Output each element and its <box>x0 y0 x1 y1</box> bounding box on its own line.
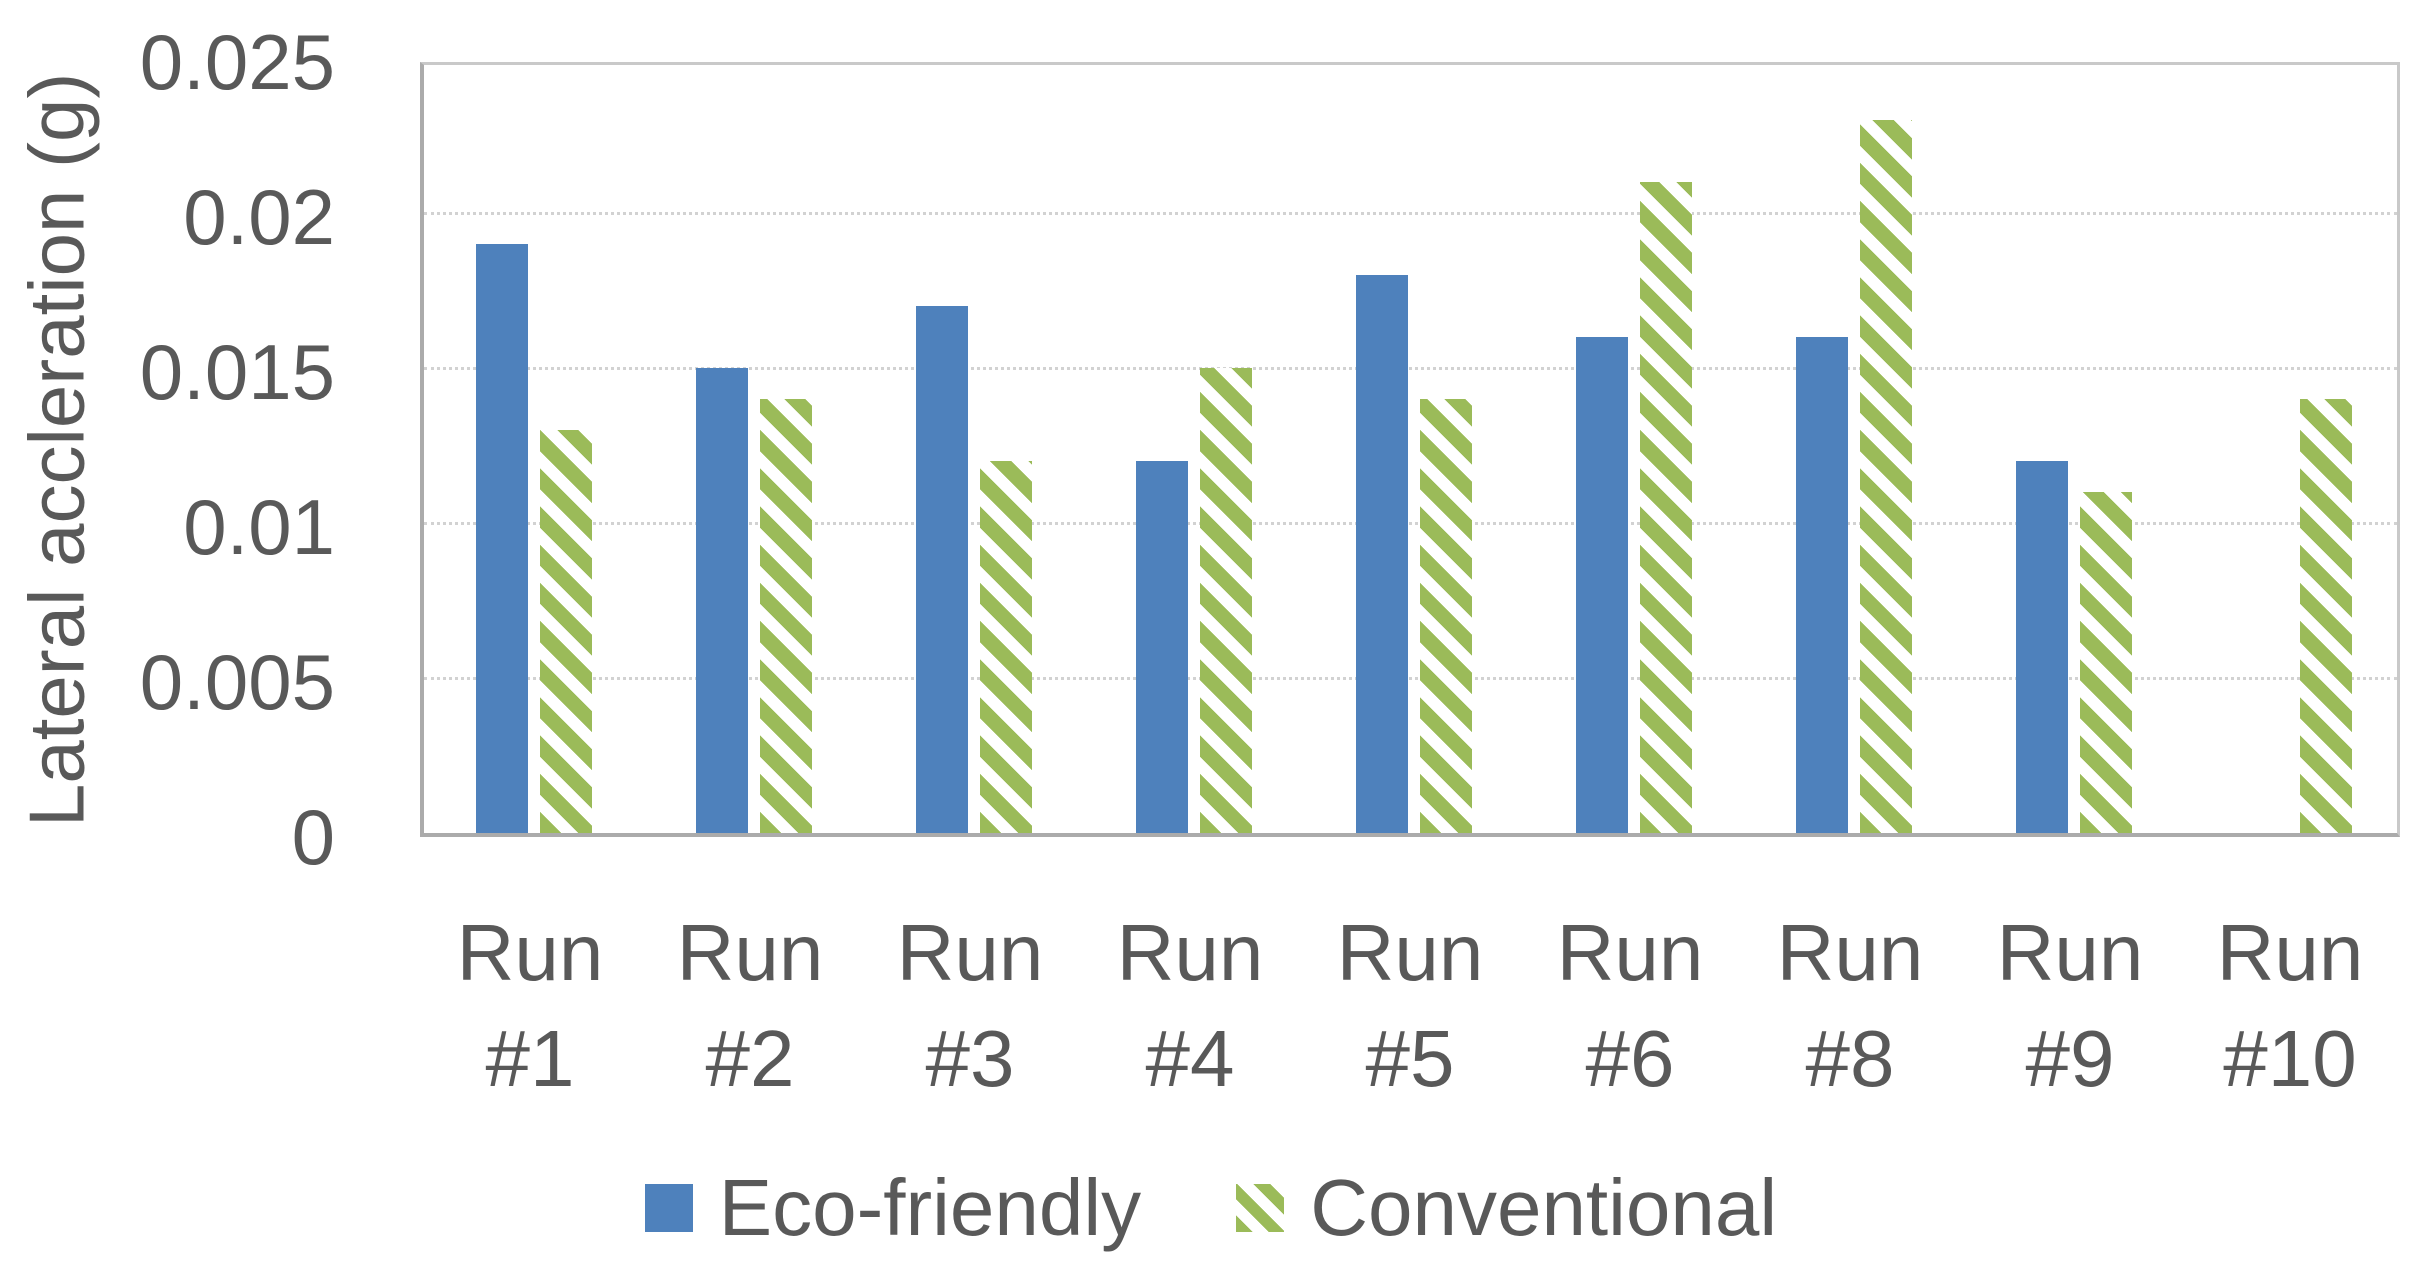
x-category-label: Run #10 <box>2180 900 2400 1112</box>
bar-conventional <box>1860 120 1912 833</box>
gridline <box>424 677 2397 680</box>
x-category-label-line: #9 <box>2025 1014 2115 1103</box>
x-category-label: Run #6 <box>1520 900 1740 1112</box>
x-category-label-line: #3 <box>925 1014 1015 1103</box>
x-category-label-line: Run <box>1116 908 1264 997</box>
x-category-label: Run #1 <box>420 900 640 1112</box>
bar-eco-friendly <box>2016 461 2068 833</box>
bar-conventional <box>1640 182 1692 833</box>
x-category-label-line: Run <box>1996 908 2144 997</box>
y-tick-label: 0.005 <box>139 638 335 726</box>
x-category-label-line: Run <box>2216 908 2364 997</box>
bar-conventional <box>540 430 592 833</box>
bar-eco-friendly <box>1576 337 1628 833</box>
gridline <box>424 522 2397 525</box>
x-category-label: Run #5 <box>1300 900 1520 1112</box>
bar-eco-friendly <box>696 368 748 833</box>
x-category-label-line: #5 <box>1365 1014 1455 1103</box>
x-category-label: Run #3 <box>860 900 1080 1112</box>
legend: Eco-friendly Conventional <box>0 1150 2422 1265</box>
y-tick-label: 0.01 <box>183 483 335 571</box>
gridline <box>424 367 2397 370</box>
plot-area <box>420 62 2400 837</box>
bar-conventional <box>1420 399 1472 833</box>
bar-conventional <box>760 399 812 833</box>
legend-swatch-eco-friendly-icon <box>644 1183 693 1232</box>
bar-conventional <box>2300 399 2352 833</box>
y-tick-label: 0 <box>291 793 335 881</box>
x-category-label-line: #2 <box>705 1014 795 1103</box>
bar-conventional <box>2080 492 2132 833</box>
bar-eco-friendly <box>1136 461 1188 833</box>
x-category-label-line: #1 <box>485 1014 575 1103</box>
legend-label-conventional: Conventional <box>1310 1162 1778 1252</box>
bar-eco-friendly <box>1796 337 1848 833</box>
legend-item-eco-friendly: Eco-friendly <box>644 1162 1142 1254</box>
x-category-label: Run #8 <box>1740 900 1960 1112</box>
x-category-label-line: #4 <box>1145 1014 1235 1103</box>
x-category-label-line: Run <box>1336 908 1484 997</box>
x-category-label-line: Run <box>676 908 824 997</box>
x-category-label-line: Run <box>1556 908 1704 997</box>
bar-conventional <box>1200 368 1252 833</box>
legend-label-eco-friendly: Eco-friendly <box>718 1162 1142 1252</box>
bar-eco-friendly <box>476 244 528 833</box>
legend-swatch-conventional-icon <box>1236 1183 1285 1232</box>
bar-conventional <box>980 461 1032 833</box>
x-category-label-line: Run <box>1776 908 1924 997</box>
x-category-label-line: #6 <box>1585 1014 1675 1103</box>
y-tick-label: 0.02 <box>183 173 335 261</box>
legend-item-conventional: Conventional <box>1236 1162 1777 1254</box>
y-tick-label: 0.015 <box>139 328 335 416</box>
x-category-label: Run #9 <box>1960 900 2180 1112</box>
x-category-label: Run #4 <box>1080 900 1300 1112</box>
x-category-label-line: #8 <box>1805 1014 1895 1103</box>
x-category-label-line: Run <box>456 908 604 997</box>
x-axis-labels: Run #1 Run #2 Run #3 Run #4 Run #5 Run #6 Run #8 Run #9… <box>420 900 2400 1125</box>
bar-eco-friendly <box>1356 275 1408 833</box>
x-category-label-line: #10 <box>2223 1014 2357 1103</box>
gridline <box>424 212 2397 215</box>
x-category-label-line: Run <box>896 908 1044 997</box>
y-tick-label: 0.025 <box>139 18 335 106</box>
bar-eco-friendly <box>916 306 968 833</box>
x-category-label: Run #2 <box>640 900 860 1112</box>
